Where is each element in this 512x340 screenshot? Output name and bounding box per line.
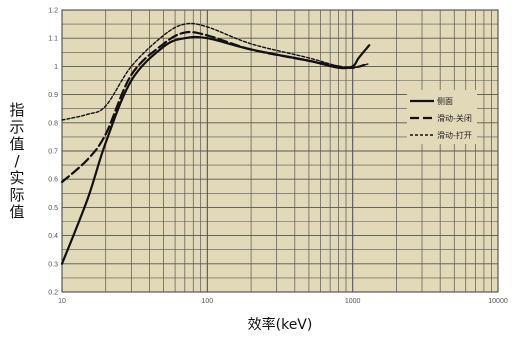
y-axis-label-char: 实 [9, 169, 24, 187]
y-axis-label: 指示值/实际值 [9, 101, 24, 221]
series-line-1 [60, 35, 371, 265]
tick-labels: 0.2 0.3 0.4 0.5 0.6 0.7 0.8 0.9 1 1.1 1.2 10 100 1000… [48, 8, 508, 306]
y-tick-label: 0.4 [48, 233, 58, 240]
x-tick-label: 100 [201, 298, 213, 305]
y-axis-label-char: 指 [9, 101, 24, 119]
series-line-3 [61, 22, 370, 121]
y-tick-label: 0.7 [48, 149, 58, 156]
x-tick-label: 10000 [488, 298, 508, 305]
y-tick-label: 1.2 [48, 8, 58, 15]
y-tick-label: 0.6 [48, 177, 58, 184]
y-axis-label-char: / [14, 152, 20, 170]
legend-label: 滑动-关闭 [437, 113, 472, 123]
series-layer [60, 22, 371, 265]
grid [62, 10, 498, 292]
y-tick-label: 0.3 [48, 261, 58, 268]
legend-label: 侧面 [437, 96, 453, 106]
y-tick-label: 1 [54, 64, 58, 71]
series-line-2 [60, 30, 366, 184]
x-axis-label: 效率(keV) [248, 316, 313, 333]
y-tick-label: 0.2 [48, 290, 58, 297]
x-tick-label: 1000 [345, 298, 361, 305]
y-tick-label: 0.9 [48, 92, 58, 99]
y-tick-label: 0.5 [48, 205, 58, 212]
y-axis-label-char: 际 [9, 186, 24, 204]
y-axis-label-char: 示 [9, 118, 24, 136]
y-axis-label-char: 值 [9, 135, 24, 153]
x-tick-label: 10 [58, 298, 66, 305]
y-axis-label-char: 值 [9, 203, 24, 221]
legend-label: 滑动-打开 [437, 130, 472, 140]
y-tick-label: 0.8 [48, 120, 58, 127]
y-tick-label: 1.1 [48, 36, 58, 43]
